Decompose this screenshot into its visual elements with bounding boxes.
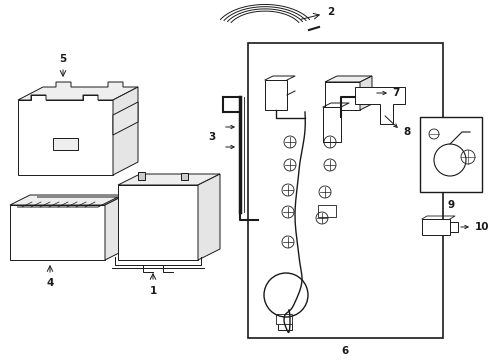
Polygon shape <box>325 76 371 82</box>
Bar <box>449 222 457 232</box>
Polygon shape <box>10 195 125 205</box>
Text: 10: 10 <box>474 222 488 232</box>
Bar <box>275 314 291 324</box>
Polygon shape <box>18 95 113 175</box>
Bar <box>53 138 78 150</box>
Text: 9: 9 <box>447 200 454 210</box>
Bar <box>421 219 449 235</box>
Text: 1: 1 <box>149 286 156 296</box>
Polygon shape <box>113 87 138 175</box>
Polygon shape <box>113 102 138 135</box>
Bar <box>138 172 145 180</box>
Polygon shape <box>198 174 220 260</box>
Text: 6: 6 <box>341 346 348 356</box>
Bar <box>10 205 105 260</box>
Bar <box>247 43 442 338</box>
Bar <box>419 117 481 192</box>
Text: 2: 2 <box>326 7 334 17</box>
Polygon shape <box>18 82 138 100</box>
Text: 4: 4 <box>46 278 54 288</box>
Polygon shape <box>359 76 371 110</box>
Bar <box>181 173 187 180</box>
Polygon shape <box>118 174 220 185</box>
Text: 7: 7 <box>391 88 399 98</box>
Bar <box>323 107 340 142</box>
Bar <box>278 322 291 330</box>
Polygon shape <box>105 195 125 260</box>
Text: 3: 3 <box>208 132 216 142</box>
Text: 8: 8 <box>402 127 409 137</box>
Bar <box>264 80 286 110</box>
Text: 5: 5 <box>59 54 66 64</box>
Bar <box>118 185 198 260</box>
Polygon shape <box>354 87 404 124</box>
Bar <box>325 82 359 110</box>
Bar <box>317 205 335 217</box>
